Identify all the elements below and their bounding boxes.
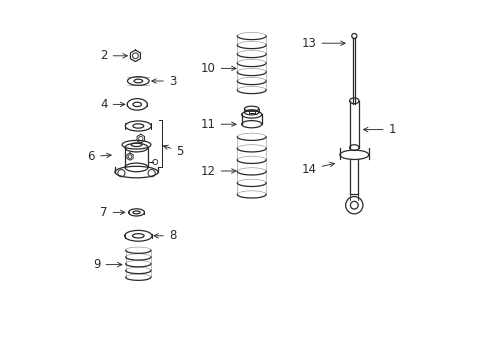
Text: 1: 1	[363, 123, 395, 136]
Text: 12: 12	[200, 165, 236, 177]
Text: 4: 4	[100, 98, 124, 111]
Text: 2: 2	[100, 49, 127, 62]
Text: 3: 3	[151, 75, 176, 87]
Text: 8: 8	[154, 229, 176, 242]
Text: 6: 6	[87, 150, 111, 163]
Text: 11: 11	[200, 118, 236, 131]
Text: 14: 14	[301, 162, 334, 176]
Text: 5: 5	[163, 145, 183, 158]
Text: 9: 9	[93, 258, 122, 271]
Bar	[248, 110, 254, 113]
Text: 7: 7	[100, 206, 124, 219]
Text: 10: 10	[201, 62, 236, 75]
Text: 13: 13	[301, 37, 345, 50]
